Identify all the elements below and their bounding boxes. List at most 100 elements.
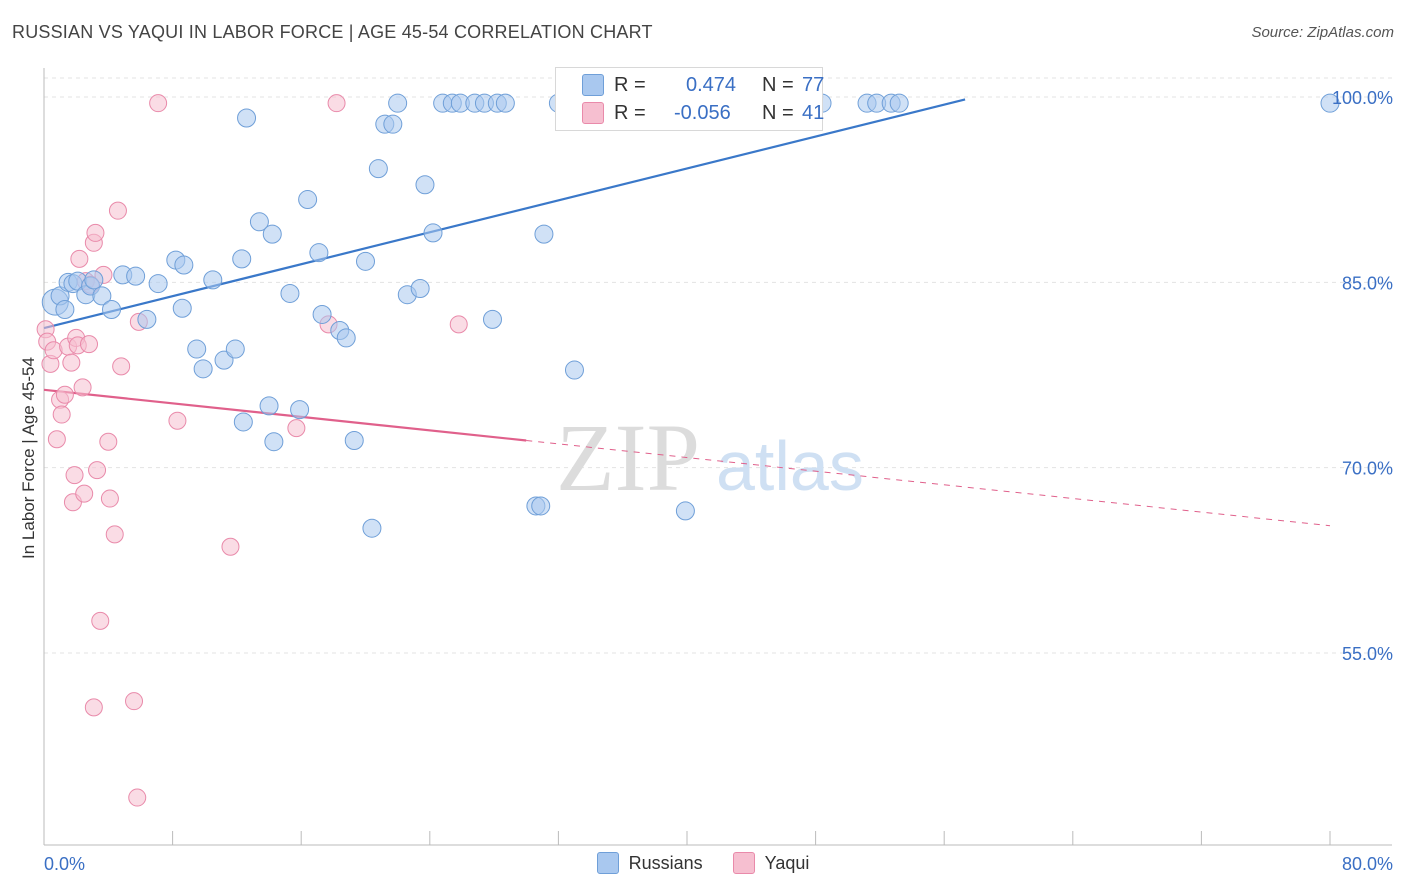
yaqui-point [449, 315, 468, 334]
yaqui-point [168, 411, 187, 430]
russians-point [415, 175, 435, 195]
y-tick-label: 70.0% [1342, 459, 1393, 479]
yaqui-point [327, 94, 346, 113]
russians-point [225, 339, 245, 359]
russians-point [298, 190, 318, 210]
yaqui-point [88, 461, 107, 480]
russians-point [193, 359, 213, 379]
legend-yaqui-label: Yaqui [764, 852, 810, 873]
russians-point [280, 283, 300, 303]
legend: Russians Yaqui [0, 852, 1406, 874]
yaqui-swatch [582, 102, 604, 124]
russians-n-label: N = [762, 73, 794, 96]
yaqui-n-value: 41 [802, 101, 825, 124]
yaqui-r-value: -0.056 [674, 101, 731, 124]
russians-point [137, 309, 157, 329]
y-tick-label: 85.0% [1342, 273, 1393, 293]
yaqui-point [84, 698, 103, 717]
yaqui-points [36, 94, 468, 807]
yaqui-point [62, 353, 81, 372]
russians-point [174, 255, 194, 275]
russians-point [262, 224, 282, 244]
stats-box: R = 0.474 N = 77 R = -0.056 N = 41 [555, 67, 825, 131]
axis-labels: 55.0% 70.0% 85.0% 100.0% 0.0% 80.0% In Labor F… [19, 88, 1393, 874]
russians-trend-line [43, 98, 966, 330]
russians-point [233, 412, 253, 432]
legend-russians-label: Russians [628, 852, 703, 873]
russians-point [290, 400, 310, 420]
russians-point [362, 518, 382, 538]
russians-point [172, 298, 192, 318]
yaqui-point [125, 692, 144, 711]
yaqui-point [112, 357, 131, 376]
russians-point [410, 279, 430, 299]
russians-point [259, 396, 279, 416]
yaqui-point [80, 335, 99, 354]
watermark: ZIP atlas [556, 404, 864, 511]
russians-point [312, 304, 332, 324]
yaqui-trend-extension [526, 439, 1331, 527]
yaqui-n-label: N = [762, 101, 794, 124]
yaqui-point [128, 788, 147, 807]
russians-point [344, 430, 364, 450]
watermark-zip: ZIP [556, 404, 700, 511]
russians-point [55, 300, 75, 320]
watermark-atlas: atlas [716, 427, 864, 505]
x-tick-label-max: 80.0% [1342, 854, 1393, 874]
yaqui-point [47, 430, 66, 449]
russians-swatch [582, 74, 604, 96]
russians-point [249, 212, 269, 232]
y-axis-title: In Labor Force | Age 45-54 [19, 357, 38, 559]
yaqui-point [287, 419, 306, 438]
legend-russians-swatch [596, 852, 619, 874]
russians-point [675, 501, 695, 521]
russians-point [237, 108, 257, 128]
yaqui-point [108, 201, 127, 220]
russians-point [309, 243, 329, 263]
yaqui-point [99, 432, 118, 451]
russians-point [148, 274, 168, 294]
yaqui-point [149, 94, 168, 113]
russians-point [84, 270, 104, 290]
russians-point [383, 114, 403, 134]
legend-item-russians[interactable]: Russians [596, 852, 703, 874]
chart-title: RUSSIAN VS YAQUI IN LABOR FORCE | AGE 45… [12, 22, 653, 42]
yaqui-point [86, 223, 105, 242]
russians-point [336, 328, 356, 348]
russians-point [1320, 93, 1340, 113]
russians-point [203, 270, 223, 290]
yaqui-point [75, 484, 94, 503]
yaqui-point [91, 611, 110, 630]
russians-point [102, 300, 122, 320]
russians-point [187, 339, 207, 359]
yaqui-point [221, 537, 240, 556]
russians-r-value: 0.474 [686, 73, 737, 96]
yaqui-point [100, 489, 119, 508]
source-label: Source: ZipAtlas.com [1251, 24, 1394, 41]
x-tick-label-min: 0.0% [44, 854, 85, 874]
trend-lines [43, 98, 1331, 527]
russians-point [564, 360, 584, 380]
russians-point [126, 266, 146, 286]
russians-point [356, 251, 375, 271]
yaqui-point [52, 405, 71, 424]
russians-point [889, 93, 909, 113]
grid-lines [44, 77, 1392, 654]
russians-point [368, 159, 388, 179]
russians-r-label: R = [614, 73, 646, 96]
yaqui-point [70, 249, 89, 268]
russians-point [482, 309, 502, 329]
russians-point [534, 224, 554, 244]
yaqui-r-label: R = [614, 101, 646, 124]
yaqui-point [55, 385, 74, 404]
legend-yaqui-swatch [732, 852, 755, 874]
russians-n-value: 77 [802, 73, 825, 96]
russians-point [92, 286, 112, 306]
russians-point [388, 93, 408, 113]
russians-point [423, 223, 443, 243]
russians-point [495, 93, 515, 113]
y-tick-label: 100.0% [1332, 88, 1393, 108]
russians-point [232, 249, 252, 269]
legend-item-yaqui[interactable]: Yaqui [732, 852, 810, 874]
